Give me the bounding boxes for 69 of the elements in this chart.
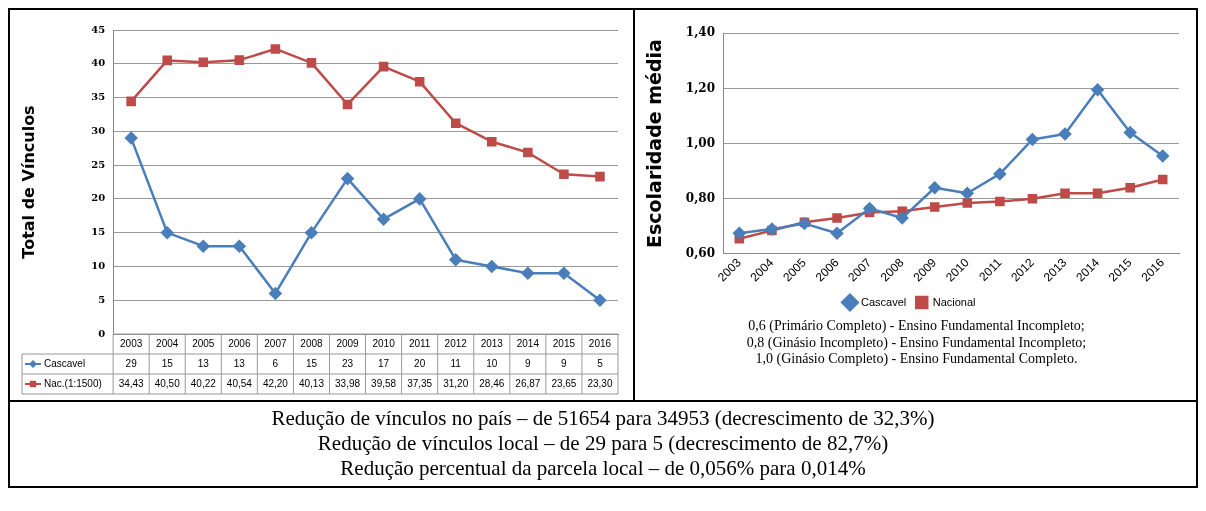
x-tick-label: 2006 [228, 337, 251, 349]
data-label: 20 [414, 357, 426, 369]
y-tick-label: 0,60 [685, 246, 716, 261]
x-tick-label: 2013 [480, 337, 504, 349]
y-tick-label: 35 [91, 91, 106, 103]
y-tick-label: 10 [91, 260, 106, 272]
data-label: 33,98 [335, 377, 361, 389]
x-tick-label: 2010 [372, 337, 396, 349]
legend-label: Nac.(1:1500) [44, 377, 102, 389]
x-tick-label: 2012 [444, 337, 468, 349]
data-label: 9 [561, 357, 568, 369]
y-tick-label: 40 [91, 57, 106, 69]
legend-label: Cascavel [44, 357, 86, 369]
y-tick-label: 5 [98, 293, 106, 305]
data-label: 40,22 [190, 377, 217, 389]
y-tick-label: 20 [91, 192, 106, 204]
x-tick-label: 2008 [300, 337, 324, 349]
x-tick-label: 2015 [552, 337, 576, 349]
data-label: 40,13 [298, 377, 325, 389]
data-label: 23,30 [587, 377, 613, 389]
data-label: 23,65 [551, 377, 577, 389]
text: Redução percentual da parcela local – de 0,056% para 0,014% [339, 455, 867, 481]
y-tick-label: 25 [91, 158, 106, 170]
data-label: 5 [597, 357, 604, 369]
data-label: 39,58 [371, 377, 397, 389]
data-label: 6 [272, 357, 279, 369]
data-label: 34,43 [118, 377, 145, 389]
text: 0,8 (Ginásio Incompleto) - Ensino Fundamental Incompleto; [745, 334, 1088, 352]
y-tick-label: 0,80 [685, 190, 716, 205]
x-tick-label: 2003 [120, 337, 143, 349]
x-tick-label: 2005 [192, 337, 215, 349]
x-tick-label: 2011 [408, 337, 431, 349]
data-label: 13 [197, 357, 210, 369]
x-tick-label: 2014 [516, 337, 540, 349]
text: Redução de vínculos no país – de 51654 para 34953 (decrescimento de 32,3%) [270, 406, 936, 431]
data-label: 23 [341, 357, 354, 369]
y-axis-title: Total de Vínculos [18, 105, 38, 259]
text: Redução de vínculos local – de 29 para 5 (decrescimento de 82,7%) [316, 430, 890, 456]
text: 0,6 (Primário Completo) - Ensino Fundamental Incompleto; [747, 318, 1086, 335]
y-axis-title: Escolaridade média [643, 39, 666, 249]
x-tick-label: 2009 [336, 337, 360, 349]
y-tick-label: 15 [91, 226, 106, 238]
data-label: 40,50 [154, 377, 181, 389]
data-label: 10 [486, 357, 498, 369]
data-label: 40,54 [226, 377, 253, 389]
data-label: 26,87 [515, 377, 541, 389]
data-label: 42,20 [262, 377, 289, 389]
y-tick-label: 0 [98, 327, 106, 339]
y-tick-label: 1,40 [685, 25, 716, 40]
y-tick-label: 45 [91, 23, 106, 35]
data-label: 13 [233, 357, 246, 369]
data-label: 37,35 [407, 377, 433, 389]
y-tick-label: 1,20 [685, 80, 716, 95]
text: 1,0 (Ginásio Completo) - Ensino Fundamental Completo. [754, 351, 1079, 368]
y-tick-label: 1,00 [685, 135, 716, 150]
data-label: 11 [450, 357, 462, 369]
data-label: 15 [305, 357, 318, 369]
data-label: 9 [525, 357, 532, 369]
data-label: 17 [378, 357, 390, 369]
data-label: 15 [161, 357, 174, 369]
data-label: 29 [125, 357, 138, 369]
x-tick-label: 2004 [156, 337, 179, 349]
x-tick-label: 2016 [588, 337, 612, 349]
legend-label: Cascavel [860, 295, 907, 308]
y-tick-label: 30 [91, 124, 106, 136]
data-label: 31,20 [443, 377, 469, 389]
x-tick-label: 2007 [264, 337, 287, 349]
data-label: 28,46 [479, 377, 505, 389]
legend-label: Nacional [932, 295, 976, 308]
